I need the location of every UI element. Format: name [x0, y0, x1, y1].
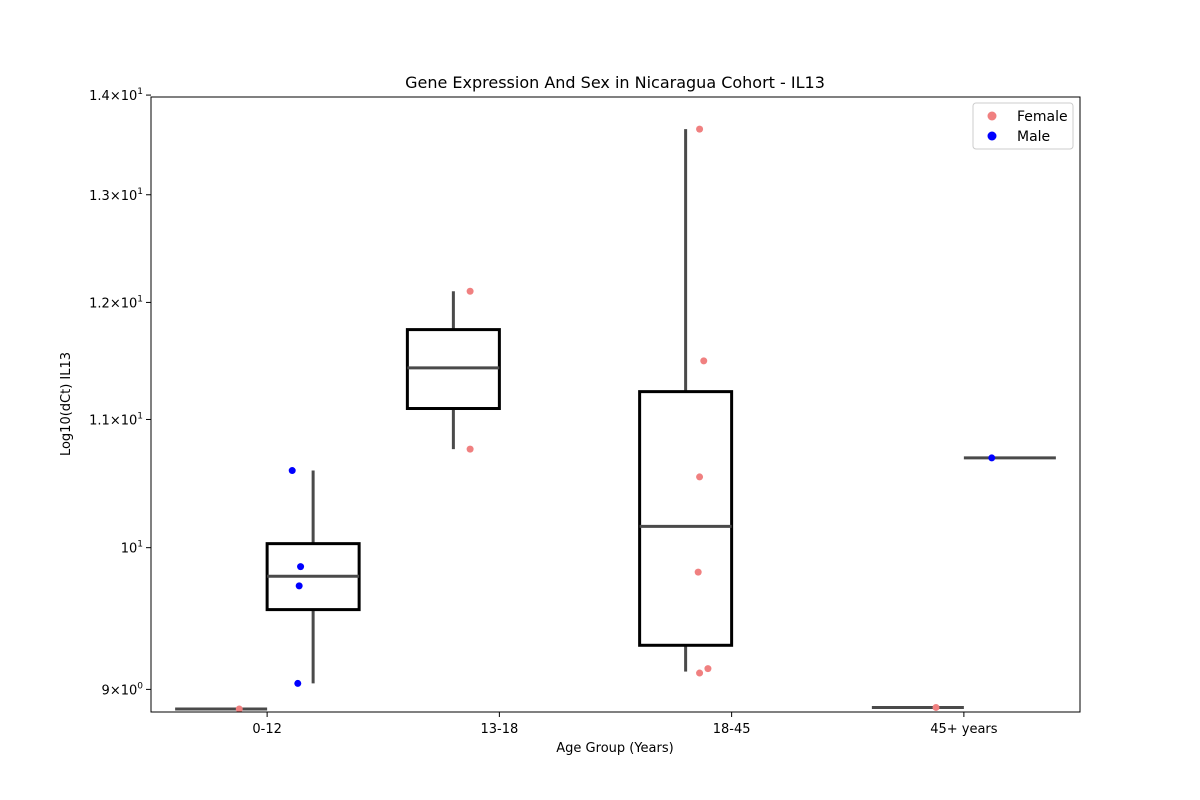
data-point-male	[988, 454, 996, 462]
data-point-female	[466, 445, 474, 453]
y-tick-label: 9×100	[102, 681, 144, 698]
y-tick-label: 1.1×101	[89, 411, 143, 428]
y-tick-label: 1.4×101	[89, 87, 143, 104]
data-point-female	[235, 705, 243, 713]
data-point-female	[694, 568, 702, 576]
legend-marker-female	[987, 111, 997, 121]
y-tick-label: 1.3×101	[89, 187, 143, 204]
y-axis-ticks: 9×100 101 1.1×101 1.2×101 1.3×101 1.4×101	[89, 87, 151, 698]
box-iqr	[638, 390, 734, 647]
legend-label-male: Male	[1017, 129, 1050, 145]
x-tick-label: 45+ years	[930, 722, 998, 737]
data-point-female	[696, 125, 704, 133]
data-point-female	[466, 287, 474, 295]
x-tick-label: 18-45	[713, 722, 751, 737]
x-axis-ticks: 0-12 13-18 18-45 45+ years	[252, 712, 998, 737]
data-point-female	[696, 669, 704, 677]
data-point-male	[288, 467, 296, 475]
y-axis-label: Log10(dCt) IL13	[59, 352, 74, 456]
data-point-female	[700, 357, 708, 365]
legend-marker-male	[987, 131, 997, 141]
data-point-male	[295, 582, 303, 590]
data-point-male	[294, 679, 302, 687]
legend-label-female: Female	[1017, 109, 1068, 125]
chart-title: Gene Expression And Sex in Nicaragua Coh…	[405, 73, 825, 92]
x-axis-label: Age Group (Years)	[556, 741, 673, 756]
data-point-female	[696, 473, 704, 481]
box-18-45-female	[638, 129, 734, 672]
plot-area	[150, 96, 1081, 713]
legend: Female Male	[972, 102, 1074, 150]
x-tick-label: 0-12	[252, 722, 282, 737]
y-tick-label: 101	[121, 540, 143, 557]
box-0-12-male	[265, 470, 361, 684]
data-point-female	[932, 703, 940, 711]
legend-box	[972, 102, 1074, 150]
plot-frame	[150, 96, 1081, 713]
data-point-male	[297, 563, 305, 571]
x-tick-label: 13-18	[480, 722, 518, 737]
y-tick-label: 1.2×101	[89, 294, 143, 311]
data-point-female	[704, 665, 712, 673]
box-13-18-female	[405, 291, 501, 450]
